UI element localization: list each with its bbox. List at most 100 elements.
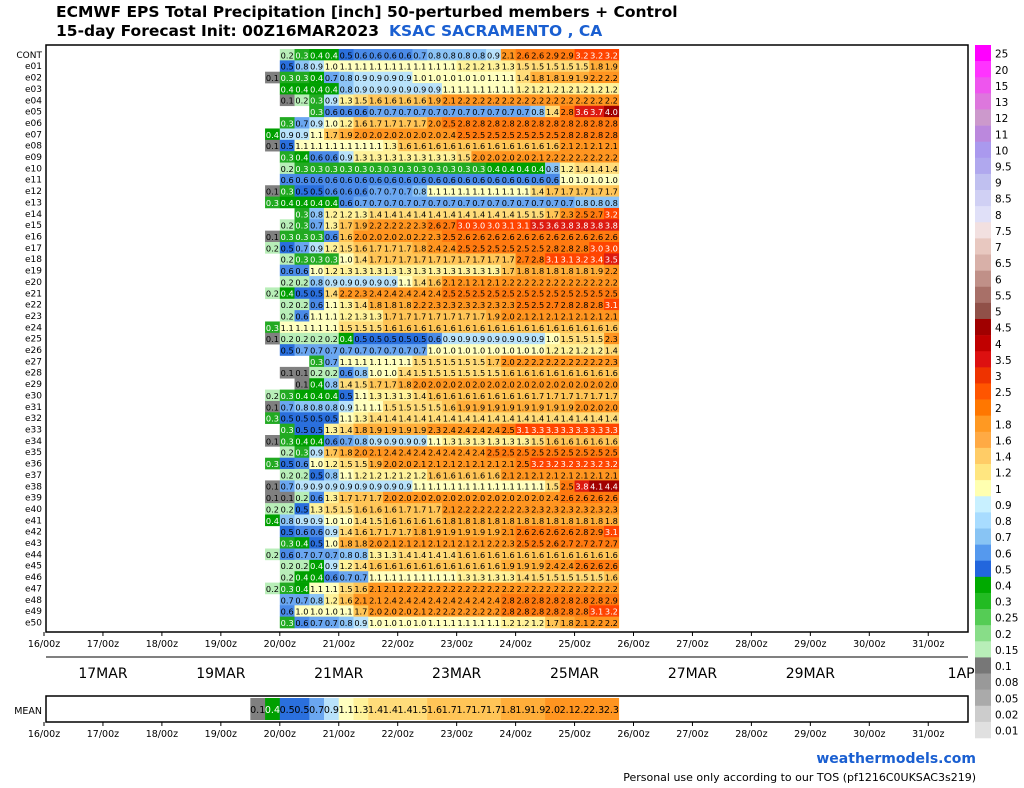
cell-value: 1.1 <box>399 277 412 287</box>
cell-value: 2.4 <box>487 595 500 605</box>
site-credit[interactable]: weathermodels.com <box>816 751 976 767</box>
heat-cell <box>486 105 502 118</box>
cell-value: 0.8 <box>546 164 559 174</box>
cell-value: 2.0 <box>384 493 397 503</box>
member-label-e14: e14 <box>25 210 42 220</box>
heat-cell <box>309 298 325 311</box>
heat-cell <box>574 537 590 549</box>
heat-cell <box>500 287 516 300</box>
cell-value: 2.2 <box>531 584 544 594</box>
time-tick-label: 31/00z <box>912 639 944 650</box>
cell-value: 0.7 <box>281 402 294 412</box>
heat-cell <box>324 128 340 141</box>
cell-value: 1.4 <box>472 209 485 219</box>
cell-value: 1.4 <box>413 414 426 424</box>
cell-value: 2.8 <box>502 595 515 605</box>
cell-value: 1.3 <box>487 436 500 446</box>
heat-cell <box>309 355 325 368</box>
heat-cell <box>604 276 620 288</box>
cell-value: 3.3 <box>561 425 574 435</box>
cell-value: 3.1 <box>516 221 529 231</box>
heat-cell <box>574 366 590 379</box>
heat-cell <box>559 491 575 504</box>
heat-cell <box>515 491 531 504</box>
heat-cell <box>338 366 354 379</box>
cell-value: 0.8 <box>295 62 308 72</box>
cell-value: 1.4 <box>340 380 353 390</box>
cell-value: 0.7 <box>502 107 515 117</box>
heat-cell <box>368 389 384 402</box>
heat-cell <box>559 105 575 118</box>
heat-cell <box>471 230 487 243</box>
heat-cell <box>294 571 310 583</box>
cell-value: 1.1 <box>487 73 500 83</box>
heat-cell <box>545 139 561 152</box>
heat-cell <box>441 435 457 447</box>
heat-cell <box>486 480 502 493</box>
heat-cell <box>486 321 502 334</box>
cell-value: 0.4 <box>531 164 544 174</box>
heat-cell <box>559 287 575 300</box>
tos-note: Personal use only according to our TOS (… <box>623 771 976 784</box>
cell-value: 2.2 <box>531 277 544 287</box>
heat-cell <box>515 571 531 583</box>
cell-value: 1.9 <box>413 425 426 435</box>
colorbar-swatch <box>975 222 991 239</box>
cell-value: 0.5 <box>413 334 426 344</box>
cell-value: 2.6 <box>546 527 559 537</box>
cell-value: 2.6 <box>428 221 441 231</box>
heat-cell <box>324 173 340 186</box>
heat-cell <box>574 400 590 413</box>
heat-cell <box>559 559 575 572</box>
heat-cell <box>530 230 546 243</box>
heat-cell <box>471 389 487 402</box>
cell-value: 2.2 <box>590 618 603 628</box>
cell-value: 0.2 <box>266 504 279 514</box>
heat-cell <box>456 196 472 209</box>
cell-value: 1.1 <box>458 84 471 94</box>
heat-cell <box>309 412 325 424</box>
heat-cell <box>545 83 561 95</box>
cell-value: 2.6 <box>472 232 485 242</box>
heat-cell <box>265 514 281 527</box>
heat-cell <box>397 230 413 243</box>
cell-value: 0.1 <box>266 402 279 412</box>
colorbar-label: 25 <box>995 49 1008 61</box>
heat-cell <box>397 446 413 459</box>
mean-cell <box>559 698 575 720</box>
heat-cell <box>545 173 561 186</box>
cell-value: 0.8 <box>354 550 367 560</box>
heat-cell <box>309 242 325 254</box>
heat-cell <box>545 253 561 266</box>
cell-value: 2.1 <box>369 595 382 605</box>
heat-cell <box>382 378 398 390</box>
member-label-e38: e38 <box>25 482 42 492</box>
heat-cell <box>500 173 516 186</box>
cell-value: 1.3 <box>399 152 412 162</box>
cell-value: 2.6 <box>502 232 515 242</box>
heat-cell <box>324 503 340 515</box>
heat-cell <box>500 321 516 334</box>
member-label-e32: e32 <box>25 414 42 424</box>
cell-value: 0.3 <box>266 459 279 469</box>
heat-cell <box>353 310 369 322</box>
cell-value: 2.1 <box>502 459 515 469</box>
cell-value: 1.9 <box>369 425 382 435</box>
cell-value: 0.7 <box>310 550 323 560</box>
cell-value: 1.1 <box>384 573 397 583</box>
heat-cell <box>294 162 310 175</box>
cell-value: 1.3 <box>325 425 338 435</box>
heat-cell <box>397 49 413 61</box>
heat-cell <box>515 389 531 402</box>
cell-value: 0.5 <box>369 334 382 344</box>
cell-value: 1.1 <box>428 573 441 583</box>
time-tick-label: 27/00z <box>676 639 708 650</box>
heat-cell <box>589 412 605 424</box>
colorbar-label: 0.05 <box>995 693 1018 705</box>
heat-cell <box>279 310 295 322</box>
member-label-e19: e19 <box>25 267 42 277</box>
cell-value: 0.7 <box>443 107 456 117</box>
heat-cell <box>574 60 590 73</box>
heat-cell <box>559 525 575 538</box>
cell-value: 1.4 <box>487 209 500 219</box>
